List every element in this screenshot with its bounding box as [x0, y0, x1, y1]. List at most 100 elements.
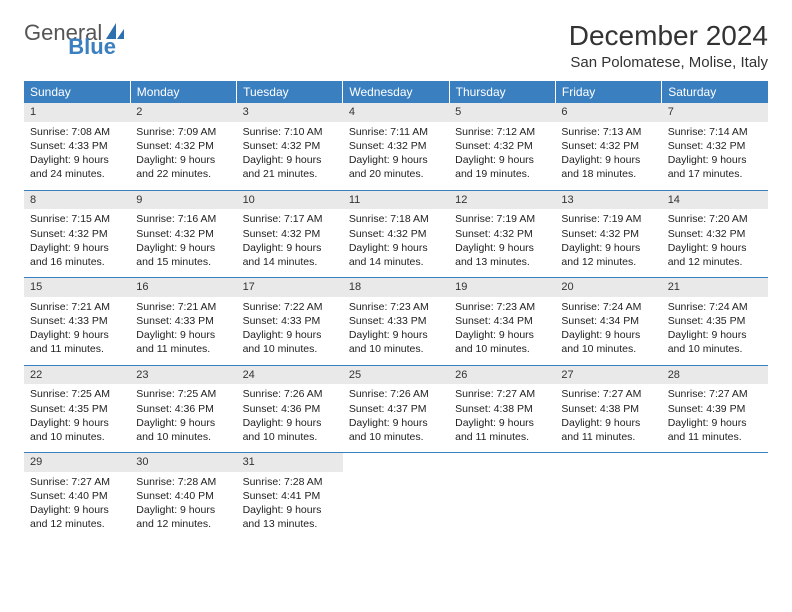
content-row: Sunrise: 7:21 AMSunset: 4:33 PMDaylight:…: [24, 297, 768, 365]
daylight-line1: Daylight: 9 hours: [668, 241, 762, 255]
sunset: Sunset: 4:32 PM: [561, 139, 655, 153]
day-cell: Sunrise: 7:16 AMSunset: 4:32 PMDaylight:…: [130, 209, 236, 277]
sunrise: Sunrise: 7:27 AM: [455, 387, 549, 401]
sunset: Sunset: 4:33 PM: [136, 314, 230, 328]
sunset: Sunset: 4:32 PM: [30, 227, 124, 241]
header: General Blue December 2024 San Polomates…: [24, 20, 768, 71]
daylight-line2: and 14 minutes.: [243, 255, 337, 269]
sunrise: Sunrise: 7:16 AM: [136, 212, 230, 226]
sunrise: Sunrise: 7:26 AM: [349, 387, 443, 401]
daylight-line2: and 19 minutes.: [455, 167, 549, 181]
daylight-line2: and 20 minutes.: [349, 167, 443, 181]
day-cell: Sunrise: 7:10 AMSunset: 4:32 PMDaylight:…: [237, 122, 343, 190]
daylight-line1: Daylight: 9 hours: [455, 241, 549, 255]
daylight-line1: Daylight: 9 hours: [349, 328, 443, 342]
sunrise: Sunrise: 7:23 AM: [349, 300, 443, 314]
title-block: December 2024 San Polomatese, Molise, It…: [569, 20, 768, 71]
sunrise: Sunrise: 7:25 AM: [136, 387, 230, 401]
sunrise: Sunrise: 7:17 AM: [243, 212, 337, 226]
sunset: Sunset: 4:32 PM: [136, 227, 230, 241]
sunrise: Sunrise: 7:15 AM: [30, 212, 124, 226]
daylight-line1: Daylight: 9 hours: [561, 416, 655, 430]
day-number: 17: [237, 278, 343, 297]
daylight-line2: and 13 minutes.: [243, 517, 337, 531]
daylight-line2: and 13 minutes.: [455, 255, 549, 269]
day-number: 30: [130, 453, 236, 472]
day-number: 7: [662, 103, 768, 122]
day-cell: [449, 472, 555, 540]
sunset: Sunset: 4:32 PM: [668, 227, 762, 241]
sunset: Sunset: 4:32 PM: [561, 227, 655, 241]
sunset: Sunset: 4:32 PM: [455, 139, 549, 153]
day-cell: Sunrise: 7:27 AMSunset: 4:38 PMDaylight:…: [555, 384, 661, 452]
day-cell: Sunrise: 7:23 AMSunset: 4:33 PMDaylight:…: [343, 297, 449, 365]
day-number: 22: [24, 365, 130, 384]
sunrise: Sunrise: 7:13 AM: [561, 125, 655, 139]
sunset: Sunset: 4:34 PM: [561, 314, 655, 328]
day-number: 5: [449, 103, 555, 122]
day-cell: [343, 472, 449, 540]
day-cell: Sunrise: 7:25 AMSunset: 4:36 PMDaylight:…: [130, 384, 236, 452]
month-title: December 2024: [569, 20, 768, 52]
daylight-line2: and 12 minutes.: [136, 517, 230, 531]
daylight-line1: Daylight: 9 hours: [668, 153, 762, 167]
calendar-table: Sunday Monday Tuesday Wednesday Thursday…: [24, 81, 768, 540]
daylight-line2: and 11 minutes.: [30, 342, 124, 356]
content-row: Sunrise: 7:27 AMSunset: 4:40 PMDaylight:…: [24, 472, 768, 540]
day-cell: Sunrise: 7:20 AMSunset: 4:32 PMDaylight:…: [662, 209, 768, 277]
sunset: Sunset: 4:33 PM: [349, 314, 443, 328]
content-row: Sunrise: 7:15 AMSunset: 4:32 PMDaylight:…: [24, 209, 768, 277]
daylight-line1: Daylight: 9 hours: [455, 328, 549, 342]
daylight-line2: and 21 minutes.: [243, 167, 337, 181]
day-number: 25: [343, 365, 449, 384]
daylight-line1: Daylight: 9 hours: [349, 416, 443, 430]
day-number: 1: [24, 103, 130, 122]
day-cell: [662, 472, 768, 540]
day-cell: Sunrise: 7:25 AMSunset: 4:35 PMDaylight:…: [24, 384, 130, 452]
weekday-header: Monday: [130, 81, 236, 103]
daylight-line2: and 17 minutes.: [668, 167, 762, 181]
sunrise: Sunrise: 7:21 AM: [30, 300, 124, 314]
sunrise: Sunrise: 7:18 AM: [349, 212, 443, 226]
day-number: 3: [237, 103, 343, 122]
daylight-line2: and 10 minutes.: [349, 430, 443, 444]
day-number: 15: [24, 278, 130, 297]
day-number: 2: [130, 103, 236, 122]
day-cell: Sunrise: 7:22 AMSunset: 4:33 PMDaylight:…: [237, 297, 343, 365]
day-number: 21: [662, 278, 768, 297]
sunset: Sunset: 4:32 PM: [349, 139, 443, 153]
sunset: Sunset: 4:33 PM: [243, 314, 337, 328]
sunrise: Sunrise: 7:20 AM: [668, 212, 762, 226]
day-cell: Sunrise: 7:12 AMSunset: 4:32 PMDaylight:…: [449, 122, 555, 190]
daylight-line1: Daylight: 9 hours: [136, 503, 230, 517]
sunrise: Sunrise: 7:12 AM: [455, 125, 549, 139]
daylight-line2: and 18 minutes.: [561, 167, 655, 181]
day-number: 31: [237, 453, 343, 472]
sunset: Sunset: 4:36 PM: [243, 402, 337, 416]
day-number: 23: [130, 365, 236, 384]
sunset: Sunset: 4:33 PM: [30, 139, 124, 153]
daylight-line1: Daylight: 9 hours: [136, 153, 230, 167]
sunset: Sunset: 4:32 PM: [349, 227, 443, 241]
day-number: 9: [130, 190, 236, 209]
day-cell: Sunrise: 7:19 AMSunset: 4:32 PMDaylight:…: [449, 209, 555, 277]
sunrise: Sunrise: 7:24 AM: [668, 300, 762, 314]
daylight-line2: and 10 minutes.: [243, 342, 337, 356]
day-number: [555, 453, 661, 472]
sunset: Sunset: 4:32 PM: [136, 139, 230, 153]
daylight-line1: Daylight: 9 hours: [30, 416, 124, 430]
daylight-line1: Daylight: 9 hours: [243, 241, 337, 255]
day-number: 11: [343, 190, 449, 209]
sunset: Sunset: 4:38 PM: [561, 402, 655, 416]
day-number: 20: [555, 278, 661, 297]
weekday-header: Wednesday: [343, 81, 449, 103]
daylight-line1: Daylight: 9 hours: [455, 153, 549, 167]
daylight-line2: and 11 minutes.: [136, 342, 230, 356]
day-cell: Sunrise: 7:28 AMSunset: 4:40 PMDaylight:…: [130, 472, 236, 540]
daylight-line2: and 10 minutes.: [668, 342, 762, 356]
day-number: 13: [555, 190, 661, 209]
sunrise: Sunrise: 7:09 AM: [136, 125, 230, 139]
sunrise: Sunrise: 7:19 AM: [455, 212, 549, 226]
day-number: 18: [343, 278, 449, 297]
daylight-line1: Daylight: 9 hours: [30, 328, 124, 342]
